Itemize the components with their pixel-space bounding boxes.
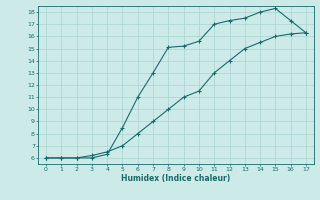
X-axis label: Humidex (Indice chaleur): Humidex (Indice chaleur) [121, 174, 231, 183]
